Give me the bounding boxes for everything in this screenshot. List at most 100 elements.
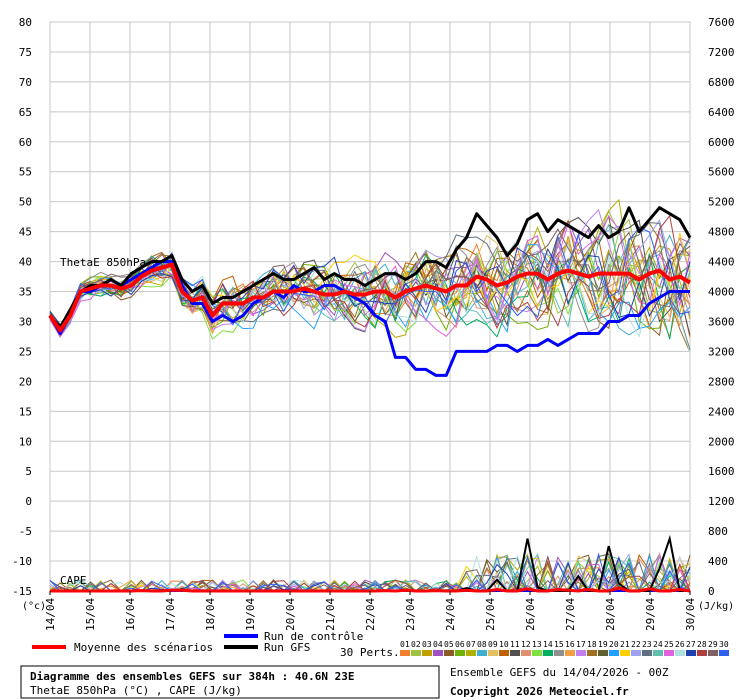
member-number: 24 <box>653 640 663 649</box>
member-swatch <box>631 650 641 656</box>
member-number: 30 <box>719 640 729 649</box>
left-tick-label: 5 <box>25 465 32 478</box>
x-tick-label: 23/04 <box>404 598 417 631</box>
left-tick-label: 15 <box>19 405 32 418</box>
right-tick-label: 6400 <box>708 106 735 119</box>
member-number: 26 <box>675 640 685 649</box>
left-tick-label: 20 <box>19 375 32 388</box>
member-line <box>49 247 691 326</box>
x-tick-label: 22/04 <box>364 598 377 631</box>
member-swatch <box>620 650 630 656</box>
legend-perts-label: 30 Perts. <box>340 646 400 659</box>
member-number: 15 <box>554 640 564 649</box>
member-swatch <box>499 650 509 656</box>
member-number: 22 <box>631 640 641 649</box>
member-swatch <box>400 650 410 656</box>
member-swatch <box>543 650 553 656</box>
member-swatch <box>642 650 652 656</box>
right-tick-label: 6000 <box>708 136 735 149</box>
right-tick-label: 6800 <box>708 76 735 89</box>
member-legend: 01 02 03 04 05 06 07 08 09 10 11 12 13 14 15 16 17 18 19 20… <box>400 640 729 656</box>
right-tick-label: 7200 <box>708 46 735 59</box>
x-axis-ticks: 14/04 15/04 16/04 17/04 18/04 19/04 20/04 21/04… <box>44 591 697 631</box>
right-tick-label: 400 <box>708 555 728 568</box>
x-tick-label: 25/04 <box>484 598 497 631</box>
right-tick-label: 1200 <box>708 495 735 508</box>
left-tick-label: -10 <box>12 555 32 568</box>
member-line <box>49 214 691 337</box>
legend: Run de contrôle Run GFS Moyenne des scén… <box>32 630 729 659</box>
right-tick-label: 5200 <box>708 196 735 209</box>
member-swatch <box>521 650 531 656</box>
member-number: 20 <box>609 640 619 649</box>
member-number: 10 <box>499 640 509 649</box>
right-tick-label: 0 <box>708 585 715 598</box>
member-number: 13 <box>532 640 542 649</box>
series-line <box>48 262 692 333</box>
main-series-lines <box>48 206 692 377</box>
member-number: 23 <box>642 640 652 649</box>
left-tick-label: 65 <box>19 106 32 119</box>
member-swatch <box>587 650 597 656</box>
member-number: 09 <box>488 640 498 649</box>
member-swatch <box>477 650 487 656</box>
right-tick-label: 3200 <box>708 345 735 358</box>
x-tick-label: 15/04 <box>84 598 97 631</box>
legend-gfs-label: Run GFS <box>264 641 310 654</box>
member-swatch <box>697 650 707 656</box>
right-tick-label: 4000 <box>708 286 735 299</box>
member-number: 08 <box>477 640 487 649</box>
left-tick-label: 25 <box>19 345 32 358</box>
member-swatch <box>576 650 586 656</box>
right-tick-label: 4800 <box>708 226 735 239</box>
member-swatch <box>719 650 729 656</box>
member-swatch <box>433 650 443 656</box>
member-swatch <box>565 650 575 656</box>
member-number: 28 <box>697 640 707 649</box>
right-tick-label: 1600 <box>708 465 735 478</box>
left-tick-label: 40 <box>19 256 32 269</box>
left-tick-label: 70 <box>19 76 32 89</box>
member-number: 01 <box>400 640 410 649</box>
member-swatch <box>554 650 564 656</box>
member-swatch <box>609 650 619 656</box>
right-tick-label: 2800 <box>708 375 735 388</box>
right-tick-label: 2400 <box>708 405 735 418</box>
member-number: 06 <box>455 640 465 649</box>
right-tick-label: 2000 <box>708 435 735 448</box>
member-number: 29 <box>708 640 718 649</box>
member-swatch <box>653 650 663 656</box>
member-number: 16 <box>565 640 575 649</box>
right-tick-label: 5600 <box>708 166 735 179</box>
left-tick-label: 80 <box>19 16 32 29</box>
right-axis-ticks: 7600720068006400600056005200480044004000… <box>708 16 735 598</box>
left-unit-label: (°c) <box>22 601 46 612</box>
member-swatch <box>411 650 421 656</box>
x-tick-label: 21/04 <box>324 598 337 631</box>
x-tick-label: 28/04 <box>604 598 617 631</box>
member-number: 04 <box>433 640 443 649</box>
series-line <box>48 260 690 377</box>
member-swatch <box>455 650 465 656</box>
member-number: 02 <box>411 640 421 649</box>
x-tick-label: 29/04 <box>644 598 657 631</box>
member-number: 11 <box>510 640 520 649</box>
x-tick-label: 18/04 <box>204 598 217 631</box>
member-swatch <box>686 650 696 656</box>
x-tick-label: 30/04 <box>684 598 697 631</box>
left-tick-label: 0 <box>25 495 32 508</box>
member-swatch <box>444 650 454 656</box>
member-number: 05 <box>444 640 454 649</box>
footer-title: Diagramme des ensembles GEFS sur 384h : … <box>30 670 355 683</box>
left-tick-label: 60 <box>19 136 32 149</box>
member-swatch <box>598 650 608 656</box>
left-tick-label: 45 <box>19 226 32 239</box>
member-swatch <box>532 650 542 656</box>
member-line <box>49 228 691 334</box>
member-number: 07 <box>466 640 476 649</box>
left-tick-label: 10 <box>19 435 32 448</box>
thetae-annotation: ThetaE 850hPa <box>60 256 146 269</box>
left-tick-label: 55 <box>19 166 32 179</box>
